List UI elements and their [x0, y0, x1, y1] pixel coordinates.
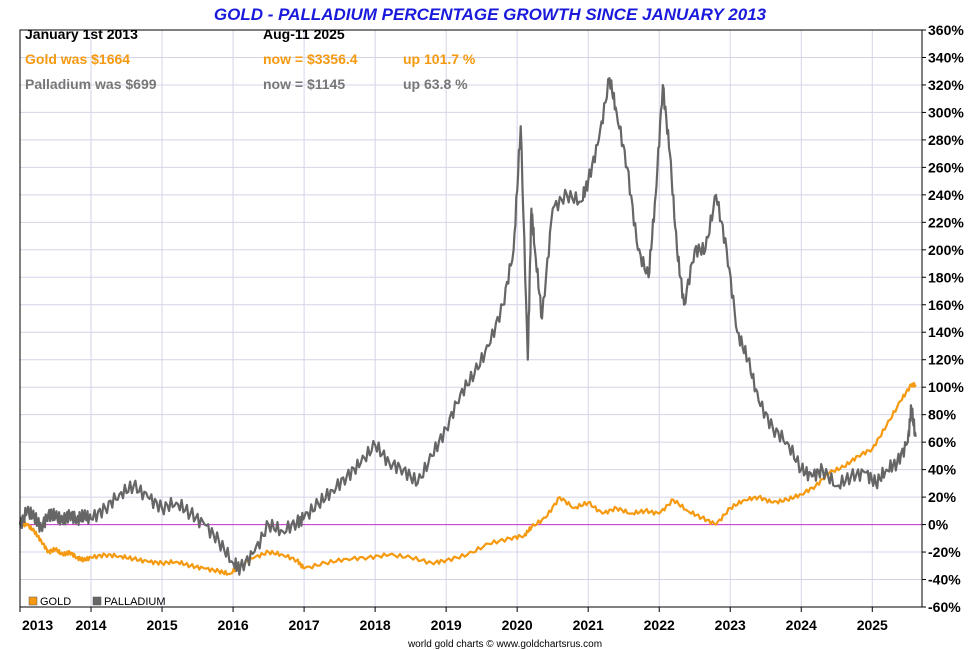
x-tick-label: 2023 — [715, 617, 746, 633]
x-tick-label: 2020 — [502, 617, 533, 633]
x-tick-label: 2013 — [22, 617, 53, 633]
y-tick-label: 220% — [928, 214, 964, 230]
y-tick-label: -60% — [928, 599, 961, 615]
y-tick-label: 320% — [928, 77, 964, 93]
x-tick-label: 2019 — [431, 617, 462, 633]
y-tick-label: 360% — [928, 22, 964, 38]
palladium-now-label: now = $1145 — [263, 76, 345, 92]
y-tick-label: 160% — [928, 297, 964, 313]
y-tick-label: 300% — [928, 104, 964, 120]
y-tick-label: 180% — [928, 269, 964, 285]
start-date-label: January 1st 2013 — [25, 26, 138, 42]
y-tick-label: -20% — [928, 544, 961, 560]
credit-text: world gold charts © www.goldchartsrus.co… — [407, 639, 602, 650]
gold-start-label: Gold was $1664 — [25, 51, 130, 67]
x-tick-label: 2017 — [289, 617, 320, 633]
y-tick-label: 200% — [928, 242, 964, 258]
x-tick-label: 2024 — [786, 617, 817, 633]
y-tick-label: 100% — [928, 379, 964, 395]
gold-series-line — [19, 381, 917, 576]
y-tick-label: 340% — [928, 49, 964, 65]
x-tick-label: 2016 — [217, 617, 248, 633]
y-tick-label: 120% — [928, 352, 964, 368]
legend-palladium-swatch — [92, 596, 102, 606]
series-layer — [18, 77, 917, 576]
legend-gold-label: GOLD — [40, 596, 71, 608]
palladium-change-label: up 63.8 % — [403, 76, 468, 92]
x-axis: 2013 2014 2015 2016 2017 2018 2019 2020 2021 2022… — [19, 607, 888, 633]
y-tick-label: 80% — [928, 407, 957, 423]
y-tick-label: 140% — [928, 324, 964, 340]
legend-palladium-label: PALLADIUM — [104, 596, 166, 608]
end-date-label: Aug-11 2025 — [263, 26, 345, 42]
y-tick-label: 60% — [928, 434, 957, 450]
y-tick-label: 20% — [928, 489, 957, 505]
y-tick-label: 240% — [928, 187, 964, 203]
x-tick-label: 2018 — [360, 617, 391, 633]
y-tick-label: 260% — [928, 159, 964, 175]
y-tick-label: 280% — [928, 132, 964, 148]
gold-change-label: up 101.7 % — [403, 51, 476, 67]
legend: GOLD PALLADIUM — [28, 596, 166, 608]
y-tick-label: -40% — [928, 572, 961, 588]
y-tick-label: 40% — [928, 462, 957, 478]
plot-frame — [19, 29, 923, 608]
x-tick-label: 2022 — [644, 617, 675, 633]
legend-gold-swatch — [28, 596, 38, 606]
y-axis: -60% -40% -20% 0% 20% 40% 60% 80% 100% 120% 140% 16… — [922, 22, 964, 615]
x-tick-label: 2015 — [146, 617, 177, 633]
x-tick-label: 2021 — [573, 617, 604, 633]
gold-now-label: now = $3356.4 — [263, 51, 358, 67]
y-tick-label: 0% — [928, 517, 949, 533]
x-tick-label: 2014 — [75, 617, 106, 633]
palladium-start-label: Palladium was $699 — [25, 76, 157, 92]
x-tick-label: 2025 — [857, 617, 888, 633]
chart-title: GOLD - PALLADIUM PERCENTAGE GROWTH SINCE… — [214, 5, 767, 24]
palladium-series-line — [18, 77, 917, 576]
